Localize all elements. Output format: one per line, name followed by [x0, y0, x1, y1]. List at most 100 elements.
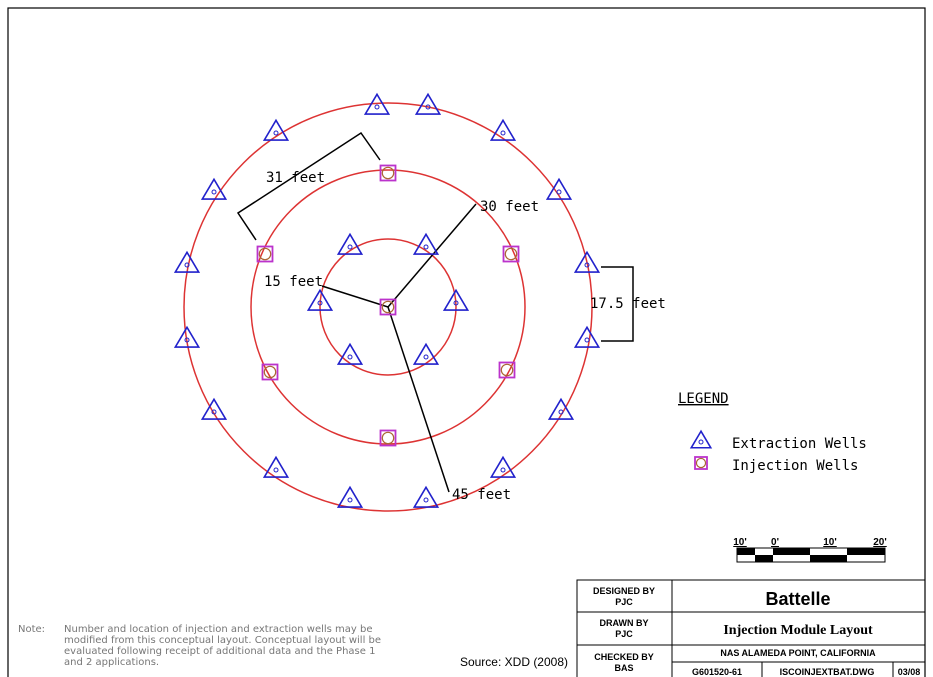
dim-15 — [321, 285, 389, 308]
well-circle — [263, 365, 277, 379]
well-dot — [500, 130, 506, 136]
dim-31 — [236, 131, 381, 241]
well-dot — [347, 497, 353, 503]
dim-17 — [601, 266, 634, 342]
extraction-well — [262, 455, 290, 478]
dim-label: 45 feet — [452, 487, 511, 503]
scale-bar — [736, 547, 886, 563]
scale-seg — [810, 555, 847, 562]
note-line: Number and location of injection and ext… — [64, 624, 373, 635]
injection-well — [502, 245, 520, 263]
tb-date: 03/08 — [898, 667, 921, 677]
well-dot — [211, 189, 217, 195]
extraction-well — [489, 455, 517, 478]
extraction-well — [414, 92, 442, 115]
well-dot — [584, 337, 590, 343]
well-dot — [273, 130, 279, 136]
extraction-well — [173, 250, 201, 273]
tb-value: PJC — [615, 629, 633, 639]
extraction-well — [442, 288, 470, 311]
extraction-well — [262, 118, 290, 141]
extraction-well — [336, 485, 364, 508]
tb-location: NAS ALAMEDA POINT, CALIFORNIA — [720, 648, 876, 658]
dim-30 — [387, 203, 477, 308]
well-dot — [453, 300, 459, 306]
tb-file: ISCOINJEXTBAT.DWG — [780, 667, 875, 677]
scale-seg — [755, 555, 773, 562]
dim-45 — [387, 306, 450, 493]
well-circle — [504, 247, 518, 261]
tb-frame — [576, 579, 926, 677]
extraction-well — [336, 342, 364, 365]
injection-well — [379, 429, 397, 447]
well-circle — [381, 166, 395, 180]
tb-label: DESIGNED BY — [593, 586, 655, 596]
well-dot — [184, 262, 190, 268]
scale-label: 10' — [823, 537, 837, 548]
well-dot — [423, 244, 429, 250]
dim-label: 31 feet — [266, 170, 325, 186]
tb-title: Injection Module Layout — [723, 623, 873, 638]
extraction-well — [689, 429, 713, 449]
scale-label: 10' — [733, 537, 747, 548]
scale-label: 0' — [771, 537, 779, 548]
injection-well — [379, 298, 397, 316]
extraction-well — [489, 118, 517, 141]
dim-label: 17.5 feet — [590, 296, 666, 312]
well-dot — [584, 262, 590, 268]
scale-label: 20' — [873, 537, 887, 548]
extraction-well — [412, 342, 440, 365]
wells — [173, 92, 713, 508]
well-dot — [317, 300, 323, 306]
injection-well — [256, 245, 274, 263]
well-dot — [698, 439, 704, 445]
well-dot — [425, 104, 431, 110]
well-dot — [500, 467, 506, 473]
tb-label: CHECKED BY — [594, 652, 654, 662]
note-line: and 2 applications. — [64, 657, 159, 668]
well-dot — [423, 354, 429, 360]
note-label: Note: — [18, 624, 45, 635]
well-dot — [556, 189, 562, 195]
extraction-well — [173, 325, 201, 348]
legend-item: Extraction Wells — [732, 436, 867, 452]
scale-seg — [737, 548, 755, 555]
injection-well — [379, 164, 397, 182]
extraction-well — [336, 232, 364, 255]
extraction-well — [306, 288, 334, 311]
scale-seg — [773, 548, 810, 555]
tb-drawing-no: G601520-61 — [692, 667, 742, 677]
tb-value: PJC — [615, 597, 633, 607]
extraction-well — [412, 232, 440, 255]
title-block — [576, 579, 926, 677]
well-circle — [695, 457, 707, 469]
well-dot — [558, 409, 564, 415]
well-dot — [184, 337, 190, 343]
well-dot — [347, 244, 353, 250]
well-dot — [347, 354, 353, 360]
extraction-well — [412, 485, 440, 508]
tb-value: BAS — [614, 663, 633, 673]
extraction-well — [573, 250, 601, 273]
injection-well — [261, 363, 279, 381]
well-dot — [273, 467, 279, 473]
legend-item: Injection Wells — [732, 458, 858, 474]
well-circle — [258, 247, 272, 261]
border — [7, 7, 926, 677]
well-circle — [381, 431, 395, 445]
dim-label: 15 feet — [264, 274, 323, 290]
dim-label: 30 feet — [480, 199, 539, 215]
source: Source: XDD (2008) — [460, 655, 568, 669]
extraction-well — [200, 397, 228, 420]
well-dot — [423, 497, 429, 503]
injection-well — [694, 456, 708, 470]
legend-title: LEGEND — [678, 391, 729, 407]
note-line: modified from this conceptual layout. Co… — [64, 635, 381, 646]
well-dot — [211, 409, 217, 415]
well-circle — [381, 300, 395, 314]
extraction-well — [547, 397, 575, 420]
ring-15 — [319, 238, 457, 376]
extraction-well — [573, 325, 601, 348]
well-dot — [374, 104, 380, 110]
